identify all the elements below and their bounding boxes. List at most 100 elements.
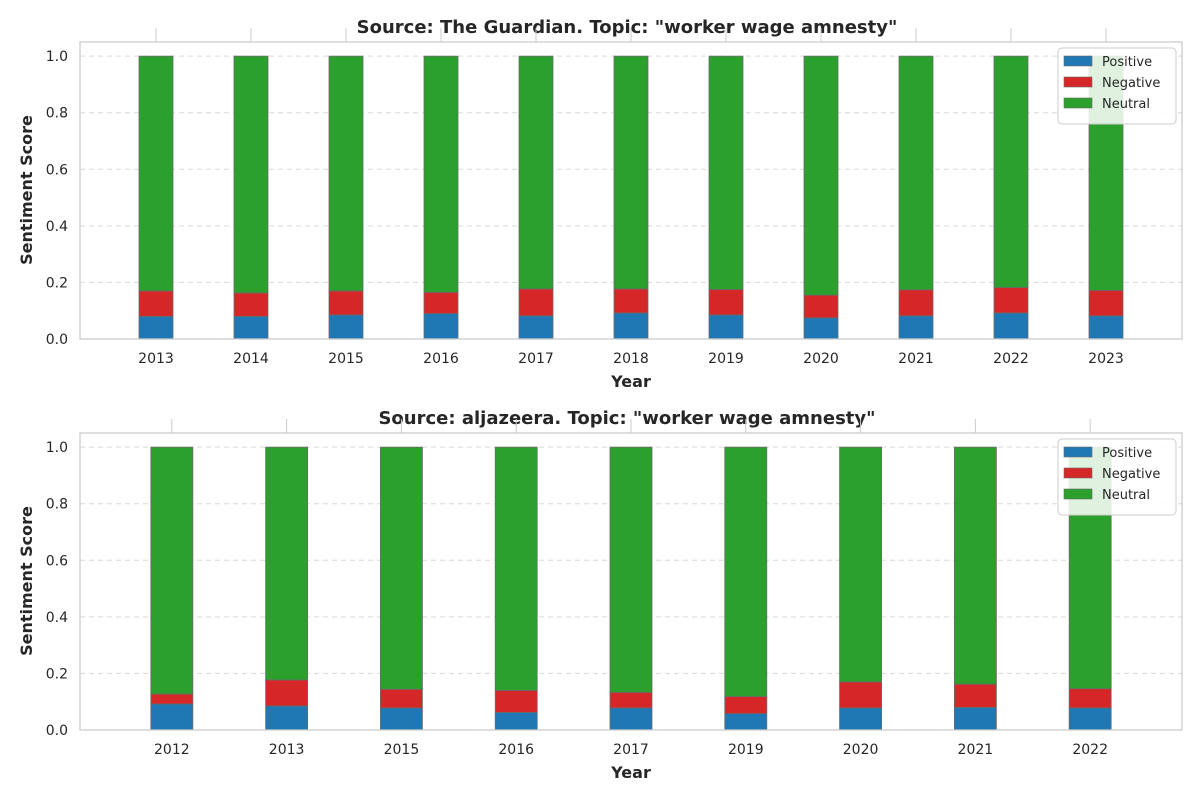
bar-positive-2019 — [708, 314, 744, 340]
bar-positive-2013 — [138, 315, 174, 340]
x-tick-label: 2015 — [384, 742, 420, 758]
bar-negative-2022 — [1068, 688, 1112, 709]
legend-label-positive: Positive — [1102, 446, 1152, 461]
bar-neutral-2019 — [724, 446, 768, 698]
plot-area-frame — [79, 432, 1183, 731]
bar-positive-2018 — [613, 312, 649, 340]
bar-neutral-2016 — [423, 55, 459, 293]
bar-positive-2017 — [609, 707, 653, 731]
bar-positive-2012 — [150, 703, 194, 731]
legend: Positive Negative Neutral — [1057, 438, 1177, 516]
plot-area-frame — [79, 41, 1183, 340]
bar-neutral-2012 — [150, 446, 194, 695]
x-axis-label: Year — [610, 372, 651, 391]
x-tick-label: 2019 — [728, 742, 764, 758]
bar-negative-2017 — [609, 691, 653, 709]
x-tick-label: 2012 — [154, 742, 190, 758]
y-tick-label: 0.2 — [46, 275, 68, 291]
bar-positive-2015 — [380, 707, 423, 731]
x-tick-label: 2017 — [613, 742, 649, 758]
y-tick-label: 0.8 — [46, 106, 68, 122]
x-tick-label: 2016 — [423, 351, 459, 367]
y-tick-label: 0.4 — [46, 219, 68, 235]
y-tick-label: 0.0 — [46, 332, 68, 348]
x-tick-label: 2021 — [898, 351, 934, 367]
bar-positive-2019 — [724, 713, 768, 731]
bar-positive-2023 — [1088, 315, 1124, 340]
x-tick-label: 2022 — [993, 351, 1029, 367]
legend-swatch-neutral — [1063, 488, 1093, 500]
bar-negative-2021 — [898, 289, 934, 317]
legend-label-positive: Positive — [1102, 55, 1152, 70]
bar-neutral-2018 — [613, 55, 649, 290]
y-tick-label: 0.0 — [46, 723, 68, 739]
bar-neutral-2017 — [518, 55, 554, 290]
bar-negative-2019 — [708, 289, 744, 316]
bar-neutral-2019 — [708, 55, 744, 290]
bar-negative-2015 — [328, 290, 364, 316]
x-tick-label: 2020 — [803, 351, 839, 367]
bar-negative-2023 — [1088, 289, 1124, 317]
bar-positive-2021 — [898, 315, 934, 340]
bar-negative-2013 — [138, 290, 174, 317]
y-tick-label: 0.6 — [46, 162, 68, 178]
bar-positive-2015 — [328, 314, 364, 340]
chart-aljazeera: Source: aljazeera. Topic: "worker wage a… — [17, 408, 1183, 782]
chart-title: Source: aljazeera. Topic: "worker wage a… — [378, 408, 875, 429]
chart-title: Source: The Guardian. Topic: "worker wag… — [357, 17, 898, 38]
bar-neutral-2021 — [898, 55, 934, 291]
x-tick-label: 2013 — [138, 351, 174, 367]
legend-label-neutral: Neutral — [1102, 488, 1150, 503]
y-tick-label: 1.0 — [46, 440, 68, 456]
x-axis-label: Year — [610, 763, 651, 782]
y-tick-label: 1.0 — [46, 49, 68, 65]
bar-negative-2021 — [953, 683, 997, 708]
x-tick-label: 2018 — [613, 351, 649, 367]
x-tick-label: 2023 — [1088, 351, 1124, 367]
bar-positive-2021 — [953, 706, 997, 731]
y-axis-label: Sentiment Score — [17, 506, 36, 656]
x-tick-label: 2019 — [708, 351, 744, 367]
bar-neutral-2013 — [265, 446, 309, 681]
bar-neutral-2022 — [993, 55, 1029, 288]
x-tick-label: 2017 — [518, 351, 554, 367]
legend-swatch-negative — [1063, 467, 1093, 479]
x-tick-label: 2022 — [1072, 742, 1108, 758]
bar-neutral-2014 — [233, 55, 269, 294]
bar-neutral-2015 — [328, 55, 364, 292]
bar-positive-2020 — [839, 707, 882, 731]
bar-negative-2012 — [150, 693, 194, 705]
bar-positive-2022 — [1068, 707, 1112, 731]
bar-negative-2017 — [518, 288, 554, 317]
bar-negative-2015 — [380, 688, 423, 709]
bar-negative-2018 — [613, 288, 649, 314]
x-tick-label: 2015 — [328, 351, 364, 367]
legend-swatch-positive — [1063, 55, 1093, 67]
legend: Positive Negative Neutral — [1057, 47, 1177, 125]
y-tick-label: 0.2 — [46, 666, 68, 682]
legend-label-negative: Negative — [1102, 76, 1160, 91]
chart-guardian: Source: The Guardian. Topic: "worker wag… — [17, 17, 1183, 391]
bar-neutral-2013 — [138, 55, 174, 292]
bar-negative-2020 — [839, 681, 882, 709]
legend-label-neutral: Neutral — [1102, 97, 1150, 112]
y-tick-label: 0.4 — [46, 610, 68, 626]
bar-positive-2022 — [993, 312, 1029, 340]
y-tick-label: 0.6 — [46, 553, 68, 569]
legend-swatch-neutral — [1063, 97, 1093, 109]
x-tick-label: 2014 — [233, 351, 269, 367]
bar-neutral-2015 — [380, 446, 423, 690]
bar-positive-2013 — [265, 705, 309, 731]
x-tick-label: 2021 — [958, 742, 994, 758]
bar-positive-2017 — [518, 315, 554, 340]
bar-negative-2013 — [265, 679, 309, 707]
x-tick-label: 2013 — [269, 742, 305, 758]
bar-negative-2016 — [423, 291, 459, 314]
bar-positive-2016 — [494, 712, 538, 731]
bar-negative-2022 — [993, 287, 1029, 314]
legend-label-negative: Negative — [1102, 467, 1160, 482]
bar-negative-2014 — [233, 292, 269, 317]
bar-neutral-2016 — [494, 446, 538, 691]
x-tick-label: 2016 — [498, 742, 534, 758]
